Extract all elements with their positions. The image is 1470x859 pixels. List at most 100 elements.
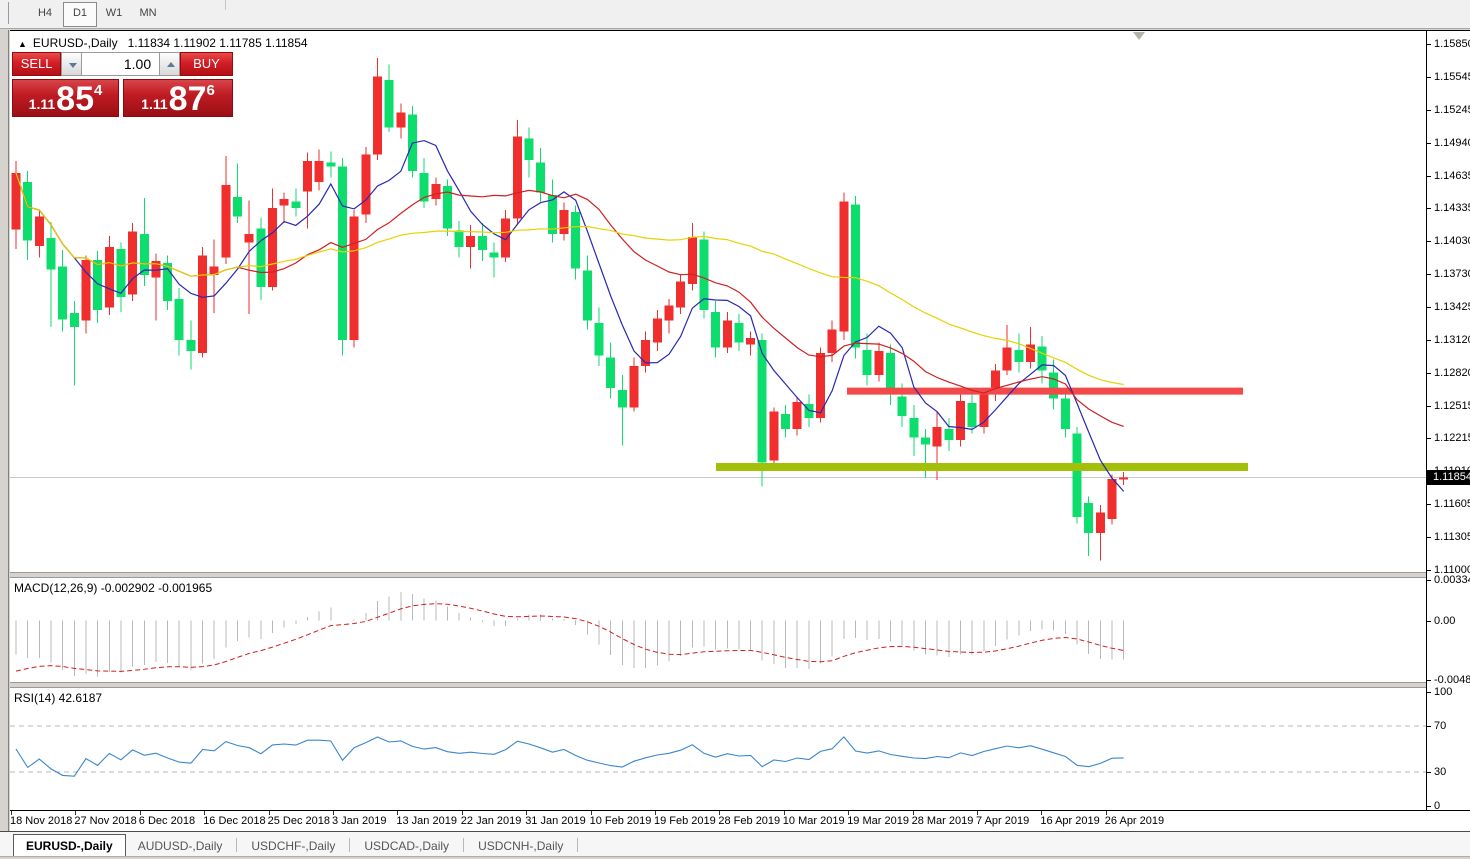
time-axis-tick — [848, 811, 850, 815]
price-axis-label: 1.11605 — [1434, 498, 1470, 511]
time-axis-label: 19 Mar 2019 — [847, 815, 909, 827]
time-axis-tick — [1041, 811, 1043, 815]
price-axis-tick — [1427, 273, 1431, 275]
sell-button[interactable]: SELL — [12, 52, 62, 76]
price-axis-label: 1.12820 — [1434, 366, 1470, 379]
tab-eurusd-daily[interactable]: EURUSD-,Daily — [13, 834, 126, 856]
time-axis-label: 13 Jan 2019 — [396, 815, 457, 827]
time-axis-tick — [268, 811, 270, 815]
ohlc-values: 1.11834 1.11902 1.11785 1.11854 — [127, 36, 308, 50]
price-axis-label: 1.13730 — [1434, 267, 1470, 280]
timeframe-d1-button[interactable]: D1 — [63, 2, 97, 27]
volume-increase-button[interactable] — [159, 52, 180, 76]
sell-price-box[interactable]: 1.11 85 4 — [12, 79, 119, 117]
macd-indicator-label: MACD(12,26,9) -0.002902 -0.001965 — [14, 581, 213, 595]
macd-axis-tick — [1427, 680, 1431, 681]
price-axis-tick — [1427, 504, 1431, 506]
time-axis-tick — [719, 811, 721, 815]
time-axis-tick — [1105, 811, 1107, 815]
candlestick-chart[interactable] — [10, 30, 1426, 572]
tab-divider — [236, 838, 238, 852]
time-axis[interactable]: 18 Nov 2018 27 Nov 2018 6 Dec 2018 16 Dec 2… — [10, 811, 1470, 831]
sell-price-sup: 4 — [93, 82, 103, 99]
price-axis-tick — [1427, 142, 1431, 144]
price-axis-label: 1.11305 — [1434, 530, 1470, 543]
time-axis-label: 6 Dec 2018 — [138, 815, 196, 827]
timeframe-h4-button[interactable]: H4 — [37, 7, 53, 19]
buy-price-prefix: 1.11 — [141, 96, 168, 112]
volume-decrease-button[interactable] — [61, 52, 83, 76]
price-axis-label: 1.15245 — [1434, 103, 1470, 116]
price-axis-tick — [1427, 241, 1431, 243]
time-axis-label: 3 Jan 2019 — [332, 815, 387, 827]
price-axis-label: 1.13120 — [1434, 334, 1470, 347]
time-axis-tick — [461, 811, 463, 815]
macd-axis-label: 0.00 — [1434, 614, 1456, 627]
price-axis-label: 1.11000 — [1434, 564, 1470, 577]
tab-divider — [577, 838, 579, 852]
window-frame — [0, 857, 1470, 859]
price-axis[interactable] — [1426, 30, 1470, 811]
toolbar-grip[interactable] — [8, 2, 9, 24]
price-axis-label: 1.14940 — [1434, 136, 1470, 149]
macd-pane[interactable] — [10, 578, 1426, 682]
tab-usdchf-daily[interactable]: USDCHF-,Daily — [251, 839, 336, 853]
time-axis-label: 18 Nov 2018 — [10, 815, 73, 827]
collapse-arrow-icon[interactable]: ▲ — [18, 39, 27, 49]
rsi-chart[interactable] — [10, 688, 1426, 810]
rsi-axis-tick — [1427, 726, 1431, 728]
price-axis-tick — [1427, 307, 1431, 309]
rsi-axis-tick — [1427, 806, 1431, 807]
time-axis-tick — [783, 811, 785, 815]
tab-divider — [463, 838, 465, 852]
pane-separator[interactable] — [10, 682, 1470, 688]
main-chart-pane[interactable] — [10, 30, 1426, 572]
tab-audusd-daily[interactable]: AUDUSD-,Daily — [137, 839, 223, 853]
buy-button[interactable]: BUY — [180, 52, 233, 76]
price-axis-tick — [1427, 77, 1431, 79]
macd-axis-tick — [1427, 580, 1431, 581]
time-axis-tick — [139, 811, 141, 815]
price-axis-label: 1.14030 — [1434, 235, 1470, 248]
time-axis-tick — [977, 811, 978, 815]
timeframe-mn-button[interactable]: MN — [139, 7, 157, 19]
price-axis-label: 1.15850 — [1434, 38, 1470, 51]
rsi-axis-label: 70 — [1434, 720, 1447, 733]
rsi-axis-label: 100 — [1434, 686, 1453, 698]
price-axis-label: 1.13425 — [1434, 301, 1470, 314]
macd-axis-label: -0.004885 — [1434, 674, 1470, 686]
timeframe-w1-button[interactable]: W1 — [105, 7, 123, 19]
price-axis-label: 1.14335 — [1434, 202, 1470, 215]
volume-input[interactable] — [82, 52, 160, 76]
rsi-axis-label: 30 — [1434, 765, 1447, 778]
price-axis-tick — [1427, 175, 1431, 177]
price-axis-label: 1.12515 — [1434, 399, 1470, 412]
price-axis-tick — [1427, 372, 1431, 374]
time-axis-label: 16 Dec 2018 — [203, 815, 266, 827]
price-axis-label: 1.12215 — [1434, 432, 1470, 445]
chart-title: ▲ EURUSD-,Daily 1.11834 1.11902 1.11785 1.… — [18, 36, 308, 50]
tabbar-underline — [0, 856, 1470, 857]
time-axis-label: 25 Dec 2018 — [267, 815, 330, 827]
pane-separator[interactable] — [10, 572, 1470, 578]
time-axis-label: 16 Apr 2019 — [1040, 815, 1100, 827]
current-price-badge: 1.11854 — [1427, 470, 1470, 486]
timeframe-toolbar: H4 D1 W1 MN — [0, 0, 1470, 29]
time-axis-tick — [590, 811, 592, 815]
tab-usdcad-daily[interactable]: USDCAD-,Daily — [364, 839, 450, 853]
buy-price-big: 87 — [168, 80, 207, 118]
macd-chart[interactable] — [10, 578, 1426, 682]
rsi-axis-label: 0 — [1434, 800, 1441, 812]
tab-usdcnh-daily[interactable]: USDCNH-,Daily — [478, 839, 564, 853]
price-axis-tick — [1427, 44, 1431, 46]
price-axis-tick — [1427, 109, 1431, 111]
rsi-pane[interactable] — [10, 688, 1426, 810]
buy-price-box[interactable]: 1.11 87 6 — [123, 79, 233, 117]
time-axis-tick — [11, 811, 12, 815]
time-axis-label: 26 Apr 2019 — [1104, 815, 1165, 827]
time-axis-tick — [912, 811, 914, 815]
rsi-axis-tick — [1427, 771, 1431, 773]
time-axis-tick — [655, 811, 656, 815]
